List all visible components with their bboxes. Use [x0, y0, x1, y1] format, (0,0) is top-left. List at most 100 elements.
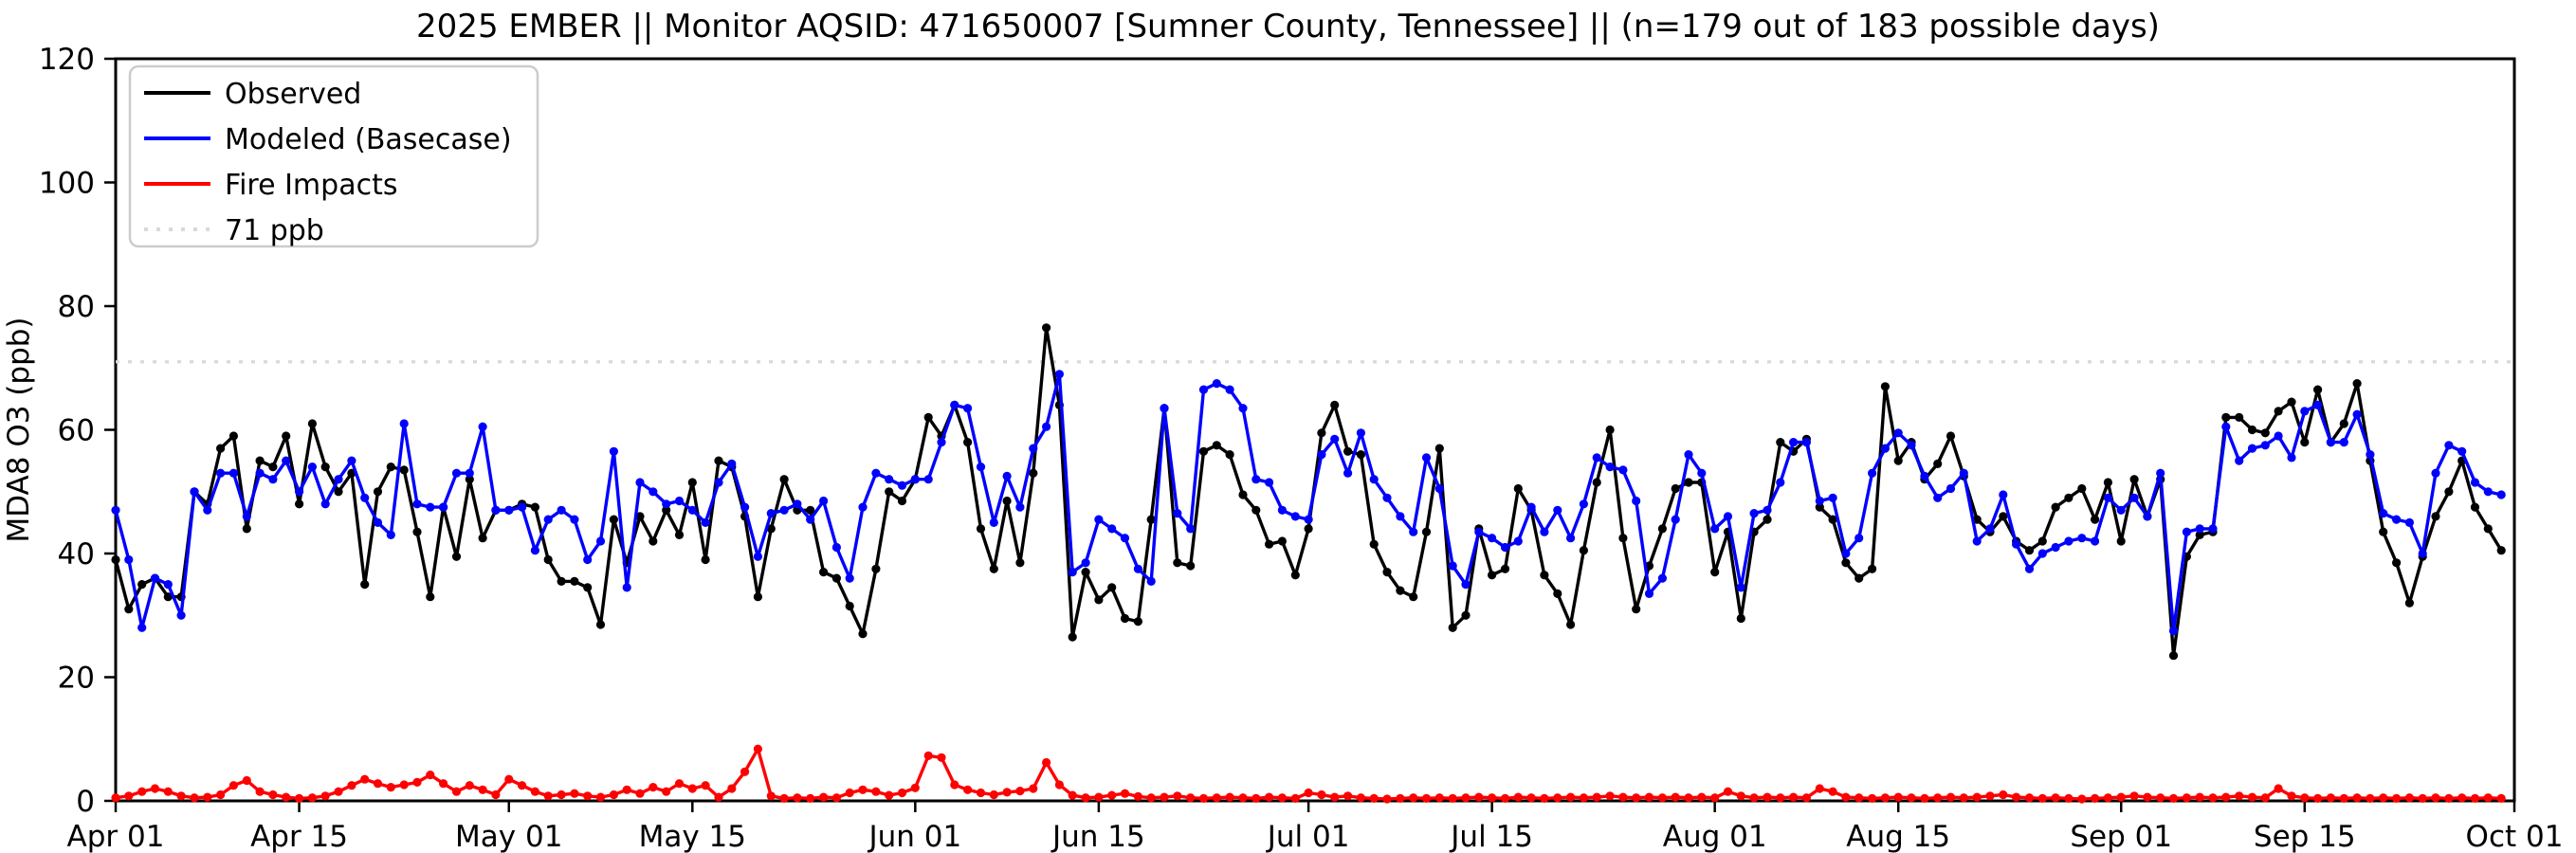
data-point: [373, 487, 383, 497]
data-point: [2418, 549, 2427, 558]
data-point: [1920, 793, 1929, 804]
data-point: [2457, 793, 2467, 803]
data-point: [360, 774, 370, 784]
data-point: [1160, 792, 1169, 802]
data-point: [2444, 441, 2454, 450]
data-point: [2496, 793, 2506, 804]
data-point: [2129, 493, 2139, 502]
data-point: [2444, 793, 2454, 804]
data-point: [1526, 793, 1536, 803]
data-point: [766, 524, 776, 534]
data-point: [2024, 546, 2035, 555]
data-point: [1421, 793, 1432, 804]
data-point: [1605, 425, 1615, 435]
data-point: [714, 792, 723, 802]
data-point: [1763, 515, 1772, 524]
x-tick-label: Jun 15: [1050, 820, 1145, 853]
data-point: [2208, 524, 2218, 534]
data-point: [595, 792, 606, 802]
data-point: [412, 499, 422, 509]
data-point: [1854, 573, 1864, 583]
data-point: [2470, 478, 2480, 487]
data-point: [1461, 580, 1471, 590]
y-tick-label: 120: [39, 43, 95, 77]
data-point: [1868, 793, 1877, 804]
data-point: [2037, 793, 2047, 804]
data-point: [465, 468, 474, 478]
data-point: [2235, 456, 2244, 465]
data-point: [897, 788, 907, 798]
data-point: [2379, 509, 2388, 518]
x-axis: Apr 01 Apr 15 May 01 May 15 Jun 01 Jun 15 Jul …: [67, 801, 2563, 853]
data-point: [1448, 793, 1457, 804]
data-point: [334, 475, 343, 484]
data-point: [491, 505, 501, 515]
data-point: [1225, 385, 1234, 394]
data-point: [1265, 539, 1274, 549]
data-point: [1592, 453, 1601, 463]
data-point: [1434, 444, 1444, 453]
data-point: [307, 419, 317, 428]
data-point: [1684, 450, 1693, 460]
data-point: [740, 502, 750, 512]
data-point: [111, 505, 120, 515]
data-point: [1684, 478, 1693, 487]
data-point: [609, 515, 619, 524]
data-point: [1946, 483, 1956, 494]
data-point: [1474, 792, 1484, 802]
data-point: [635, 789, 645, 798]
data-point: [1959, 468, 1968, 478]
data-point: [2156, 793, 2165, 803]
data-point: [910, 783, 920, 792]
data-point: [779, 505, 789, 515]
data-point: [1173, 791, 1182, 801]
data-point: [622, 785, 631, 794]
y-tick-label: 0: [76, 785, 95, 819]
data-point: [1999, 789, 2008, 800]
data-point: [1343, 791, 1353, 801]
data-point: [399, 465, 409, 475]
data-point: [1198, 385, 1209, 394]
data-point: [1776, 438, 1785, 447]
data-point: [1907, 441, 1916, 450]
data-point: [2077, 483, 2087, 494]
data-point: [150, 573, 160, 583]
data-point: [1801, 793, 1811, 803]
data-point: [1094, 792, 1104, 802]
data-point: [491, 789, 501, 800]
data-point: [242, 512, 251, 521]
data-point: [2326, 438, 2335, 447]
data-point: [963, 785, 973, 794]
data-point: [1277, 505, 1287, 515]
data-point: [255, 456, 265, 465]
data-point: [1029, 468, 1038, 478]
data-point: [1579, 546, 1588, 555]
data-point: [1841, 792, 1851, 802]
data-point: [1369, 539, 1379, 549]
data-point: [2247, 792, 2257, 802]
data-point: [1815, 502, 1824, 512]
data-point: [649, 783, 658, 792]
data-point: [2496, 546, 2506, 555]
data-point: [2116, 536, 2126, 546]
data-point: [386, 463, 395, 472]
data-point: [530, 546, 540, 555]
data-point: [1225, 792, 1234, 802]
data-point: [2404, 517, 2414, 528]
data-point: [871, 787, 881, 796]
data-point: [1107, 790, 1117, 800]
data-point: [1684, 793, 1693, 803]
data-point: [2221, 422, 2231, 431]
legend-label-4: 71 ppb: [225, 214, 324, 247]
data-point: [1304, 524, 1313, 534]
data-point: [334, 487, 343, 497]
data-point: [1251, 505, 1261, 515]
x-tick-label: Sep 15: [2254, 820, 2356, 853]
data-point: [2051, 542, 2060, 553]
data-point: [609, 789, 619, 800]
data-point: [662, 499, 671, 509]
data-point: [1198, 446, 1209, 456]
data-point: [320, 791, 330, 801]
data-point: [2287, 397, 2296, 407]
